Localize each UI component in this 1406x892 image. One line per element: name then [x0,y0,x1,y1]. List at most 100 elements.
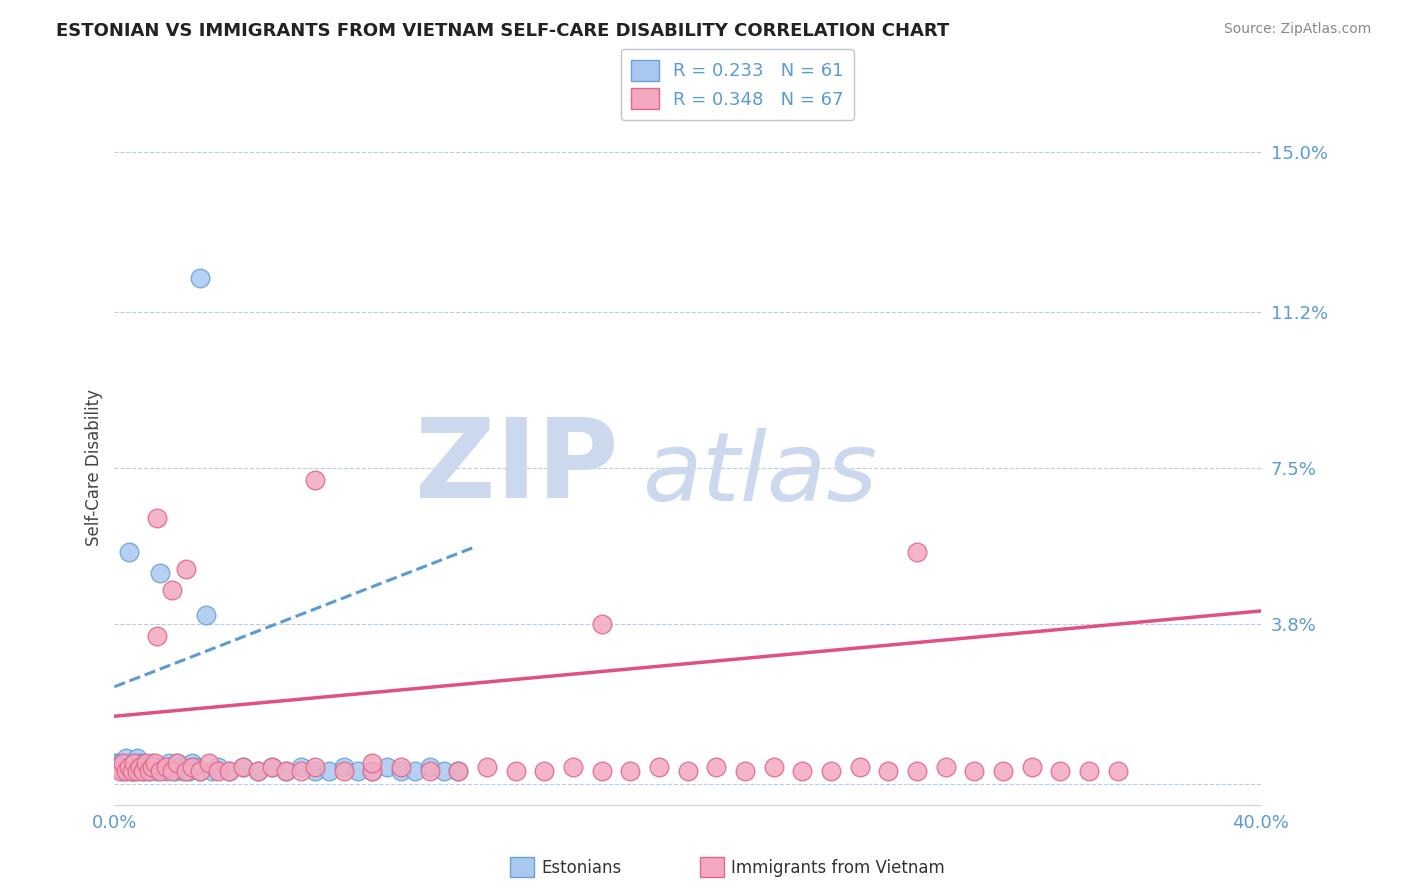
Point [232,760,254,774]
Point [433,764,456,778]
Point [118,545,141,559]
Text: Immigrants from Vietnam: Immigrants from Vietnam [731,859,945,877]
Point [124,764,146,778]
Point [198,756,221,770]
Point [129,760,152,774]
Point [121,764,143,778]
Point [246,764,269,778]
Point [149,764,172,778]
Point [129,760,152,774]
Point [115,760,138,774]
Text: Estonians: Estonians [541,859,621,877]
Point [792,764,814,778]
Point [533,764,555,778]
Point [174,764,197,778]
Point [304,474,326,488]
Point [848,760,870,774]
Point [121,764,143,778]
Point [762,760,785,774]
Point [127,764,149,778]
Point [207,764,229,778]
Point [290,760,312,774]
Point [146,764,169,778]
Point [183,760,205,774]
Point [347,764,370,778]
Point [111,756,134,770]
Point [172,764,194,778]
Text: Source: ZipAtlas.com: Source: ZipAtlas.com [1223,22,1371,37]
Point [105,760,128,774]
Point [146,511,169,525]
Point [177,764,200,778]
Point [155,760,177,774]
Point [389,764,412,778]
Point [562,760,585,774]
Point [132,756,155,770]
Point [905,764,928,778]
Point [332,760,354,774]
Point [190,764,212,778]
Point [246,764,269,778]
Point [361,764,384,778]
Text: atlas: atlas [641,428,877,521]
Point [132,764,155,778]
Point [141,756,163,770]
Point [146,629,169,643]
Point [111,764,134,778]
Point [124,756,146,770]
Point [129,756,152,770]
Point [124,756,146,770]
Point [447,764,470,778]
Point [174,760,197,774]
Point [163,764,186,778]
Point [232,760,254,774]
Point [276,764,298,778]
Point [160,582,183,597]
Point [375,760,398,774]
Point [505,764,527,778]
Point [935,760,957,774]
Point [115,764,138,778]
Point [591,764,613,778]
Point [419,764,441,778]
Point [218,764,240,778]
Point [820,764,842,778]
Point [404,764,426,778]
Point [332,764,354,778]
Point [195,608,218,623]
Point [143,756,166,770]
Point [260,760,283,774]
Point [276,764,298,778]
Point [135,760,157,774]
Point [105,756,128,770]
Point [180,760,202,774]
Point [111,756,134,770]
Point [152,760,174,774]
Point [149,566,172,580]
Point [108,760,131,774]
Point [361,764,384,778]
Point [138,764,160,778]
Point [157,756,180,770]
Point [155,764,177,778]
Point [704,760,727,774]
Text: ZIP: ZIP [416,414,619,521]
Point [877,764,900,778]
Point [190,271,212,285]
Point [734,764,756,778]
Point [180,756,202,770]
Point [963,764,986,778]
Point [121,756,143,770]
Point [1077,764,1099,778]
Point [132,764,155,778]
Point [676,764,699,778]
Point [905,545,928,559]
Point [475,760,498,774]
Point [103,760,125,774]
Point [115,751,138,765]
Point [105,760,128,774]
Point [619,764,641,778]
Point [290,764,312,778]
Point [103,756,125,770]
Point [190,764,212,778]
